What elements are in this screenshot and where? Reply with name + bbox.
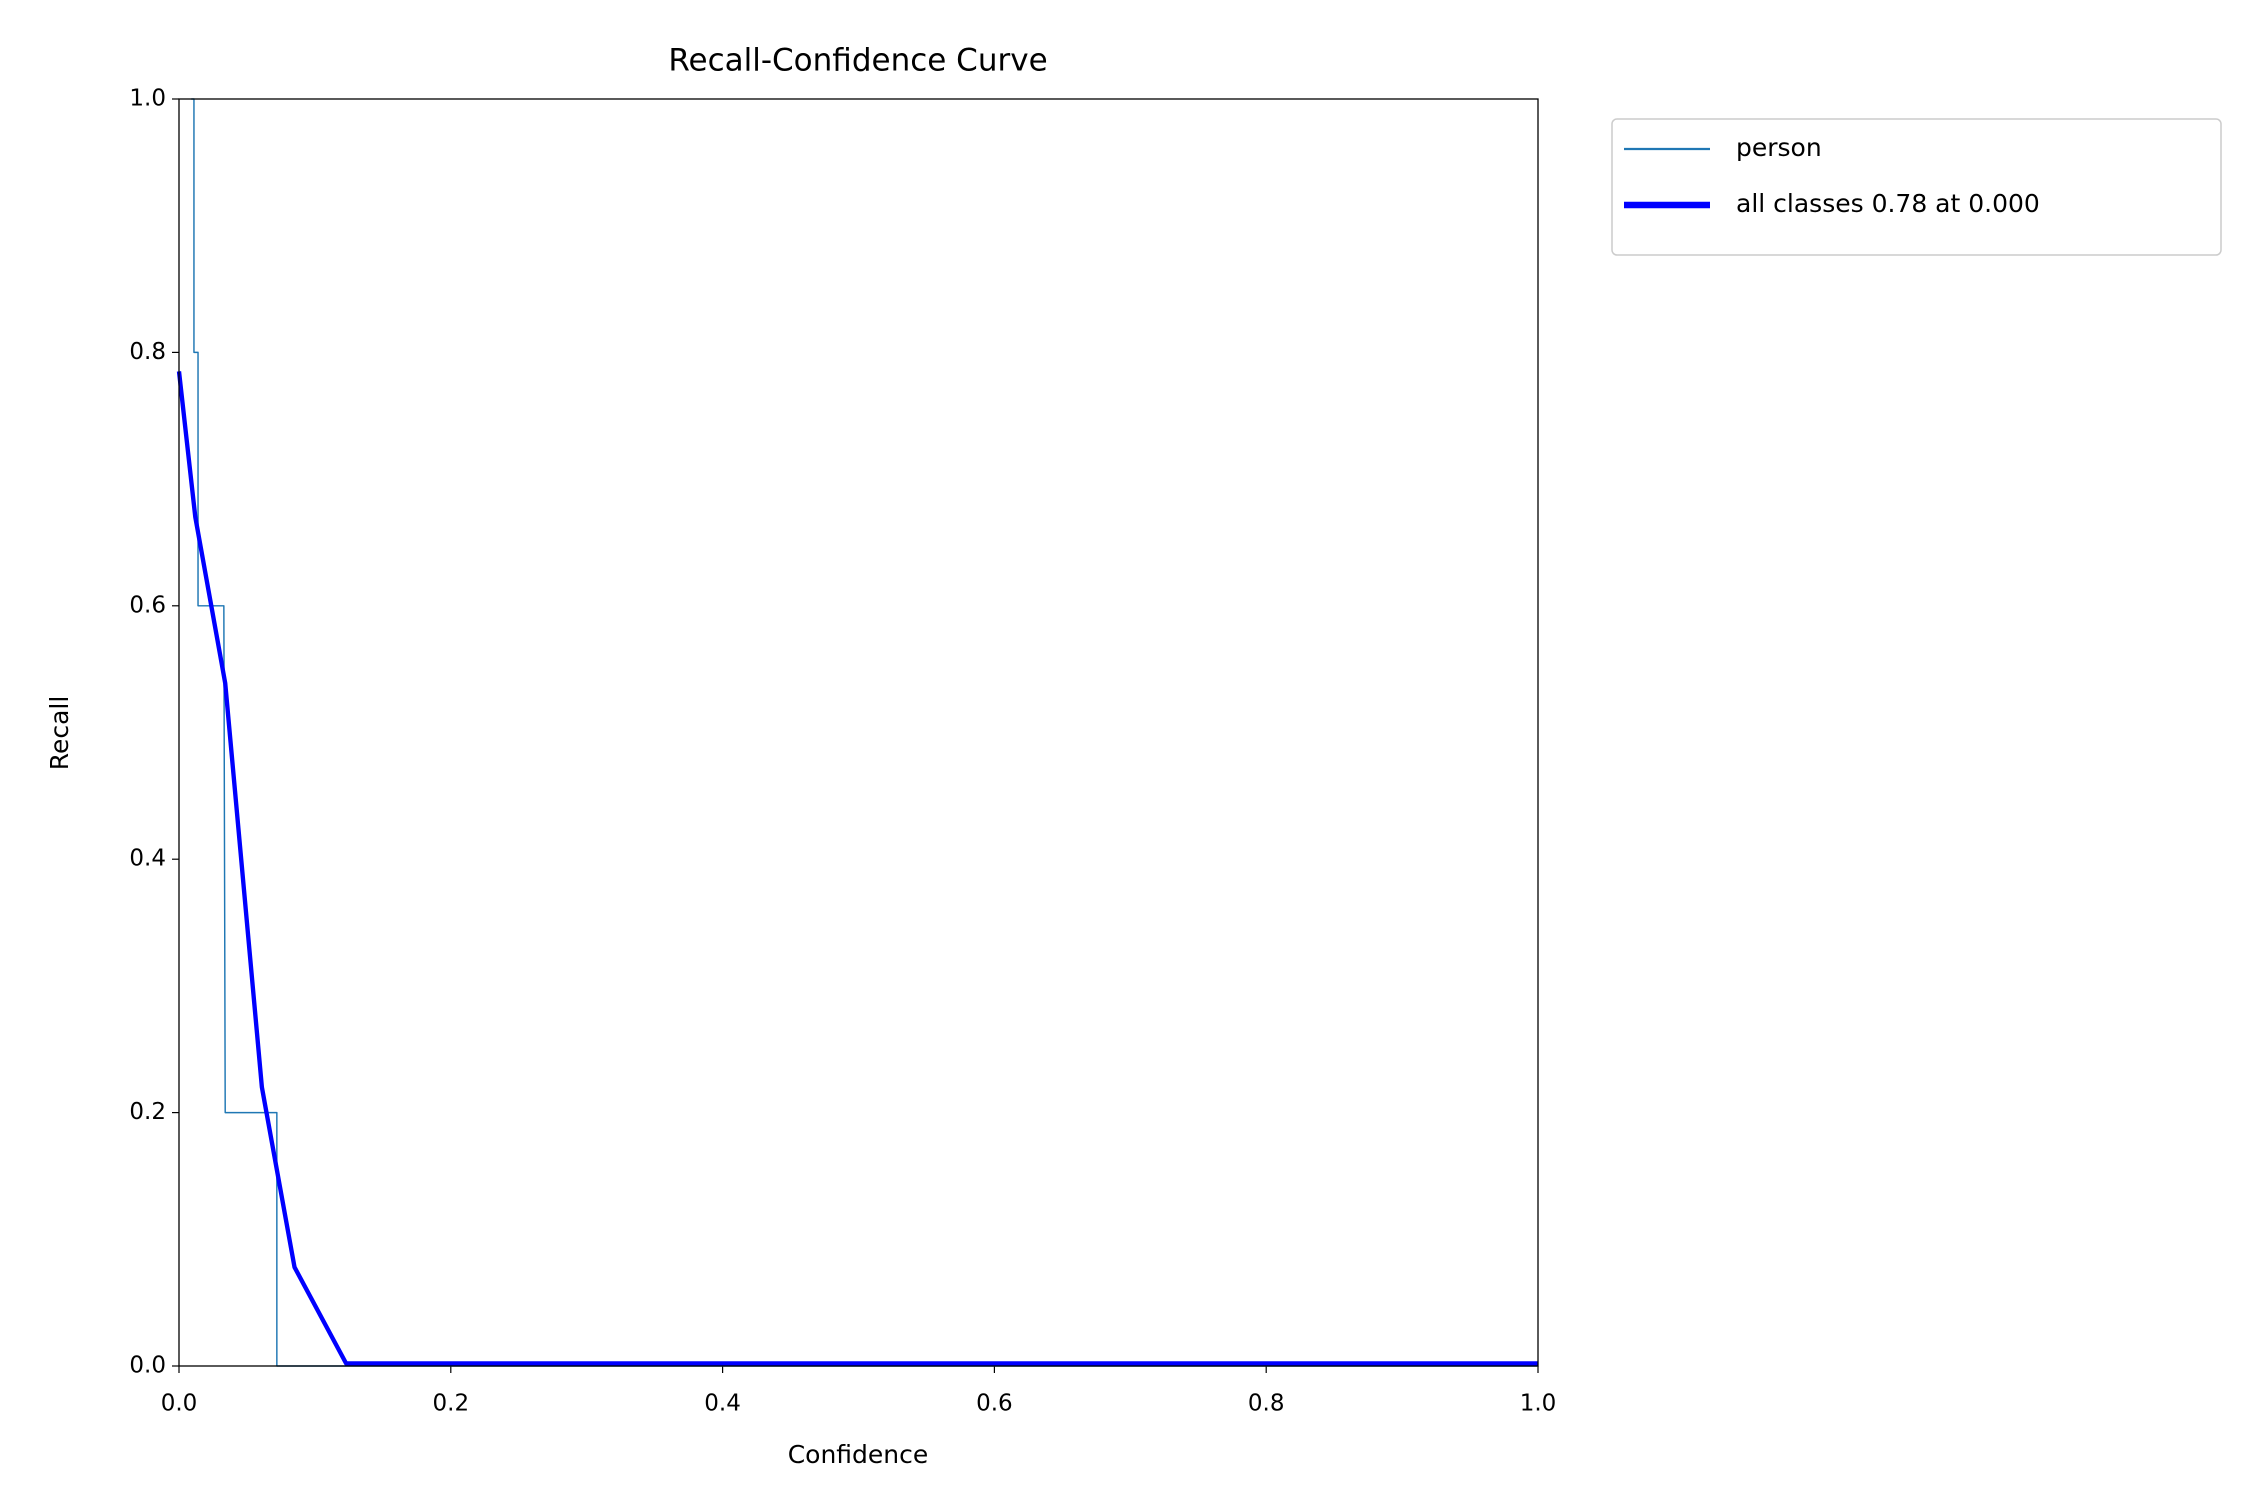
y-tick-label: 0.2	[129, 1099, 166, 1125]
y-tick-label: 0.6	[129, 592, 166, 618]
legend-box	[1611, 118, 2222, 256]
x-tick-label: 0.2	[433, 1391, 470, 1417]
legend-label: person	[1736, 133, 1822, 162]
y-tick-label: 0.4	[129, 846, 166, 872]
y-tick-label: 1.0	[129, 86, 166, 112]
x-tick-label: 0.6	[976, 1391, 1013, 1417]
x-tick-label: 0.4	[704, 1391, 741, 1417]
x-tick-label: 0.0	[161, 1391, 198, 1417]
y-axis-label: Recall	[45, 696, 74, 771]
x-axis-label: Confidence	[788, 1440, 929, 1469]
y-tick-label: 0.8	[129, 339, 166, 365]
series-line	[176, 371, 1538, 1366]
plot-frame	[178, 98, 1539, 1367]
chart-title: Recall-Confidence Curve	[668, 43, 1047, 79]
y-tick-label: 0.0	[129, 1353, 166, 1379]
x-tick-label: 0.8	[1248, 1391, 1285, 1417]
x-tick-label: 1.0	[1520, 1391, 1557, 1417]
legend-label: all classes 0.78 at 0.000	[1736, 189, 2040, 218]
